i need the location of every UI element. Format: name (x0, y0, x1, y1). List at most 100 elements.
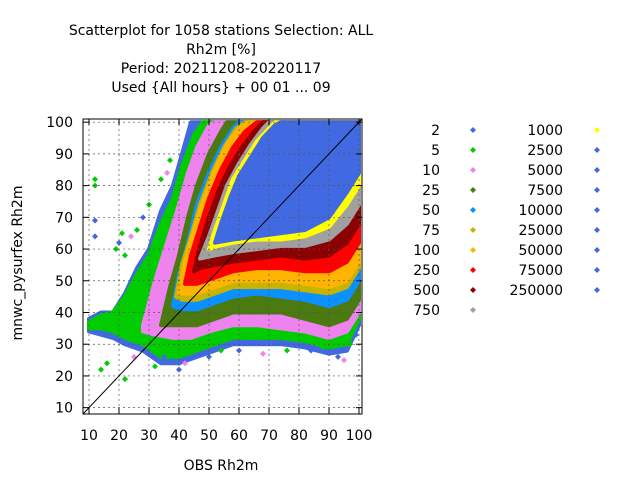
data-point (98, 366, 104, 373)
legend-item: 250 (413, 263, 476, 279)
y-tick-label: 60 (55, 242, 73, 258)
legend-item: 100 (413, 243, 476, 259)
y-tick-label: 10 (55, 401, 73, 417)
legend-label: 1000 (527, 123, 563, 139)
chart-title: Scatterplot for 1058 stations Selection:… (69, 23, 374, 96)
y-tick-label: 40 (55, 305, 73, 321)
title-line: Rh2m [%] (186, 42, 256, 58)
x-tick-label: 20 (110, 428, 128, 444)
legend-marker (594, 127, 600, 133)
legend-item: 500 (413, 283, 476, 299)
x-tick-label: 80 (290, 428, 308, 444)
legend-label: 75 (422, 223, 440, 239)
data-point (308, 347, 314, 354)
legend-marker (470, 287, 476, 293)
legend-label: 750 (413, 303, 440, 319)
legend-marker (470, 187, 476, 193)
legend-label: 50 (422, 203, 440, 219)
plot-frame (82, 118, 363, 415)
legend-label: 75000 (518, 263, 563, 279)
data-point (158, 176, 164, 183)
legend-marker (594, 147, 600, 153)
x-tick-label: 50 (200, 428, 218, 444)
legend-item: 250000 (510, 283, 600, 299)
legend: 2510255075100250500750100025005000750010… (413, 123, 600, 319)
x-tick-label: 90 (320, 428, 338, 444)
legend-label: 2500 (527, 143, 563, 159)
diagonal-line (83, 119, 362, 414)
legend-marker (470, 147, 476, 153)
x-tick-label: 40 (170, 428, 188, 444)
data-point (113, 246, 119, 253)
legend-item: 5000 (527, 163, 600, 179)
legend-item: 50 (422, 203, 476, 219)
legend-marker (470, 227, 476, 233)
legend-marker (470, 207, 476, 213)
legend-marker (594, 267, 600, 273)
legend-item: 10 (422, 163, 476, 179)
legend-marker (470, 307, 476, 313)
x-tick-label: 70 (260, 428, 278, 444)
legend-label: 5 (431, 143, 440, 159)
legend-label: 25000 (518, 223, 563, 239)
legend-label: 2 (431, 123, 440, 139)
legend-item: 50000 (518, 243, 600, 259)
legend-marker (470, 267, 476, 273)
data-point (182, 360, 188, 367)
data-point (335, 353, 341, 360)
y-axis-label: mnwc_pysurfex Rh2m (10, 186, 26, 341)
y-tick-label: 80 (55, 179, 73, 195)
data-point (353, 331, 359, 338)
legend-marker (470, 167, 476, 173)
legend-marker (594, 187, 600, 193)
title-line: Used {All hours} + 00 01 ... 09 (111, 80, 330, 96)
data-point (188, 347, 194, 354)
title-line: Scatterplot for 1058 stations Selection:… (69, 23, 374, 39)
legend-label: 50000 (518, 243, 563, 259)
plot-area (83, 119, 362, 414)
data-point (152, 363, 158, 370)
data-point (284, 347, 290, 354)
data-point (92, 176, 98, 183)
data-point (122, 376, 128, 383)
data-point (260, 350, 266, 357)
legend-label: 5000 (527, 163, 563, 179)
y-tick-label: 30 (55, 337, 73, 353)
legend-item: 2 (431, 123, 476, 139)
data-point (104, 360, 110, 367)
legend-label: 500 (413, 283, 440, 299)
data-point (128, 233, 134, 240)
y-tick-label: 100 (46, 115, 73, 131)
legend-label: 10 (422, 163, 440, 179)
y-tick-label: 20 (55, 369, 73, 385)
data-point (122, 252, 128, 259)
legend-item: 75000 (518, 263, 600, 279)
legend-label: 10000 (518, 203, 563, 219)
legend-label: 100 (413, 243, 440, 259)
legend-label: 25 (422, 183, 440, 199)
y-tick-label: 50 (55, 274, 73, 290)
data-point (92, 217, 98, 224)
legend-item: 750 (413, 303, 476, 319)
legend-item: 10000 (518, 203, 600, 219)
x-axis-label: OBS Rh2m (184, 458, 259, 474)
legend-item: 25 (422, 183, 476, 199)
legend-marker (470, 127, 476, 133)
data-point (92, 233, 98, 240)
data-point (206, 353, 212, 360)
data-point (341, 357, 347, 364)
y-tick-label: 70 (55, 210, 73, 226)
data-point (116, 239, 122, 246)
x-tick-label: 30 (140, 428, 158, 444)
legend-marker (594, 287, 600, 293)
legend-item: 7500 (527, 183, 600, 199)
y-tick-label: 90 (55, 147, 73, 163)
data-point (164, 169, 170, 176)
data-point (119, 230, 125, 237)
legend-marker (470, 247, 476, 253)
legend-item: 2500 (527, 143, 600, 159)
axes: 10 20 30 40 50 60 70 80 90 100 10 20 30 40 50 60 70 80 90 1… (46, 115, 372, 444)
x-tick-label: 60 (230, 428, 248, 444)
